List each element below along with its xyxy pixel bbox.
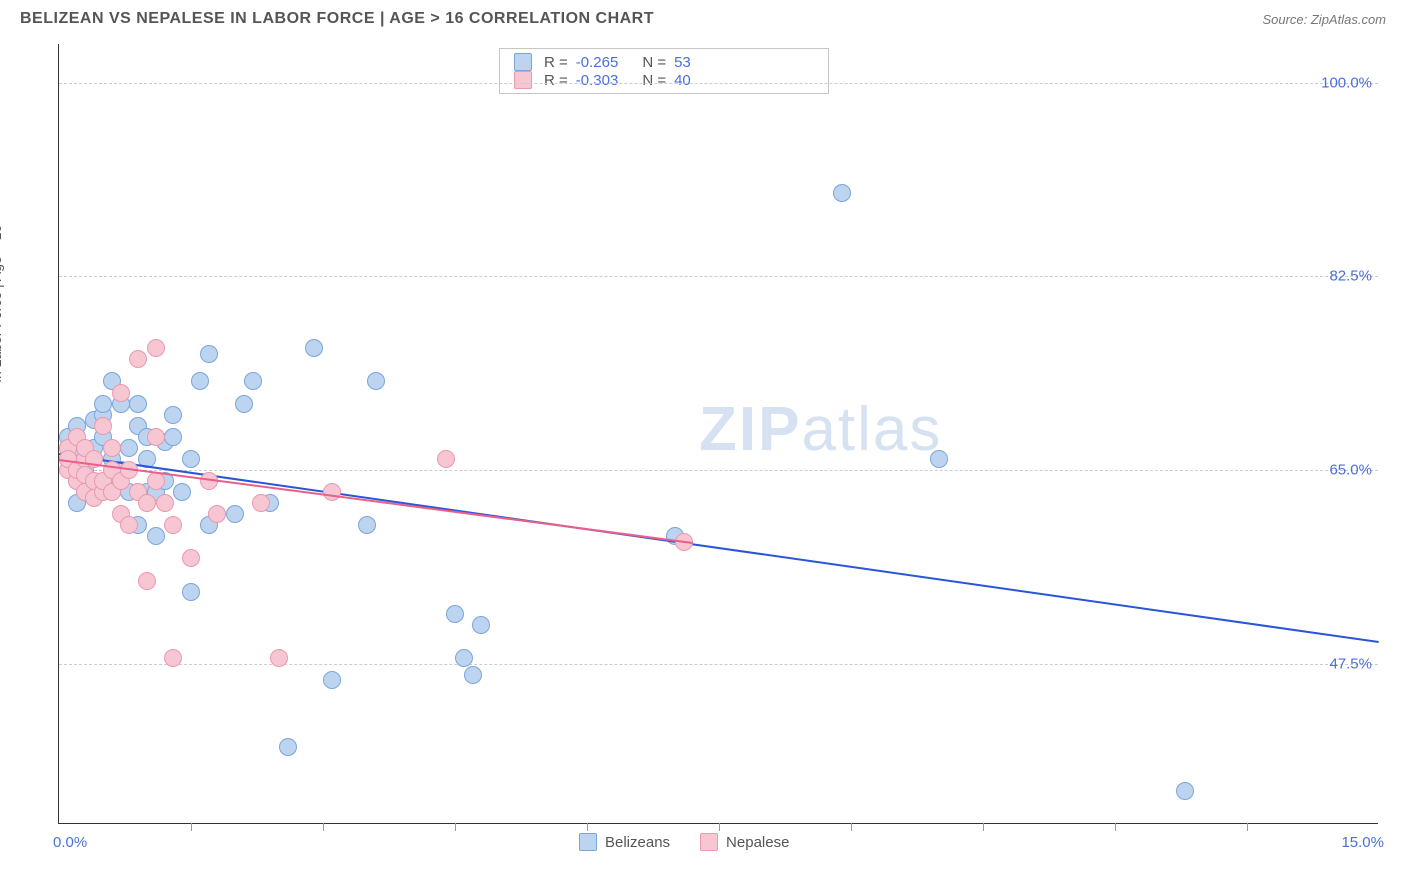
series-legend: Belizeans Nepalese xyxy=(579,833,789,851)
data-point xyxy=(200,345,218,363)
stat-label-r: R = xyxy=(544,72,568,89)
y-axis-label: 82.5% xyxy=(1329,268,1372,285)
chart-container: In Labor Force | Age > 16 ZIPatlas R =-0… xyxy=(18,44,1388,864)
data-point xyxy=(455,649,473,667)
data-point xyxy=(120,439,138,457)
y-axis-label: 100.0% xyxy=(1321,74,1372,91)
data-point xyxy=(279,738,297,756)
legend-swatch xyxy=(514,71,532,89)
data-point xyxy=(138,572,156,590)
x-tick xyxy=(323,823,324,831)
data-point xyxy=(833,184,851,202)
data-point xyxy=(305,339,323,357)
legend-label: Nepalese xyxy=(726,834,789,851)
x-tick xyxy=(191,823,192,831)
data-point xyxy=(112,384,130,402)
legend-row: R = -0.303 N = 40 xyxy=(514,71,814,89)
y-axis-label: 65.0% xyxy=(1329,461,1372,478)
stat-value-n: 40 xyxy=(674,72,691,89)
data-point xyxy=(323,483,341,501)
data-point xyxy=(164,649,182,667)
legend-item: Nepalese xyxy=(700,833,789,851)
x-tick xyxy=(1247,823,1248,831)
gridline xyxy=(59,664,1378,665)
data-point xyxy=(472,616,490,634)
data-point xyxy=(437,450,455,468)
data-point xyxy=(358,516,376,534)
data-point xyxy=(103,439,121,457)
data-point xyxy=(129,350,147,368)
data-point xyxy=(182,583,200,601)
data-point xyxy=(226,505,244,523)
y-axis-label: 47.5% xyxy=(1329,655,1372,672)
x-tick xyxy=(455,823,456,831)
data-point xyxy=(164,516,182,534)
x-tick xyxy=(983,823,984,831)
data-point xyxy=(173,483,191,501)
watermark: ZIPatlas xyxy=(699,394,942,465)
stat-label-r: R = xyxy=(544,54,568,71)
x-tick xyxy=(1115,823,1116,831)
data-point xyxy=(930,450,948,468)
x-axis-max-label: 15.0% xyxy=(1341,834,1384,851)
x-tick xyxy=(719,823,720,831)
data-point xyxy=(120,516,138,534)
legend-swatch xyxy=(579,833,597,851)
regression-line xyxy=(59,453,1379,643)
data-point xyxy=(156,494,174,512)
legend-row: R = -0.265 N = 53 xyxy=(514,53,814,71)
data-point xyxy=(446,605,464,623)
legend-swatch xyxy=(700,833,718,851)
data-point xyxy=(252,494,270,512)
stat-value-n: 53 xyxy=(674,54,691,71)
data-point xyxy=(129,395,147,413)
stat-value-r: -0.265 xyxy=(576,54,619,71)
legend-item: Belizeans xyxy=(579,833,670,851)
chart-source: Source: ZipAtlas.com xyxy=(1262,12,1386,27)
chart-title: BELIZEAN VS NEPALESE IN LABOR FORCE | AG… xyxy=(20,10,654,28)
data-point xyxy=(191,372,209,390)
data-point xyxy=(235,395,253,413)
data-point xyxy=(1176,782,1194,800)
stat-label-n: N = xyxy=(642,54,666,71)
gridline xyxy=(59,83,1378,84)
data-point xyxy=(164,406,182,424)
legend-label: Belizeans xyxy=(605,834,670,851)
correlation-legend: R = -0.265 N = 53 R = -0.303 N = 40 xyxy=(499,48,829,94)
data-point xyxy=(464,666,482,684)
data-point xyxy=(182,549,200,567)
gridline xyxy=(59,470,1378,471)
legend-swatch xyxy=(514,53,532,71)
stat-label-n: N = xyxy=(642,72,666,89)
data-point xyxy=(323,671,341,689)
data-point xyxy=(147,339,165,357)
data-point xyxy=(147,472,165,490)
gridline xyxy=(59,276,1378,277)
x-tick xyxy=(587,823,588,831)
plot-area: ZIPatlas R =-0.265N =53R =-0.303N =40 Be… xyxy=(58,44,1378,824)
data-point xyxy=(270,649,288,667)
y-axis-title: In Labor Force | Age > 16 xyxy=(0,225,4,383)
stat-value-r: -0.303 xyxy=(576,72,619,89)
data-point xyxy=(208,505,226,523)
data-point xyxy=(164,428,182,446)
data-point xyxy=(94,395,112,413)
x-tick xyxy=(851,823,852,831)
data-point xyxy=(367,372,385,390)
data-point xyxy=(244,372,262,390)
data-point xyxy=(147,527,165,545)
data-point xyxy=(94,417,112,435)
data-point xyxy=(182,450,200,468)
data-point xyxy=(147,428,165,446)
data-point xyxy=(138,494,156,512)
x-axis-min-label: 0.0% xyxy=(53,834,87,851)
chart-header: BELIZEAN VS NEPALESE IN LABOR FORCE | AG… xyxy=(0,0,1406,34)
